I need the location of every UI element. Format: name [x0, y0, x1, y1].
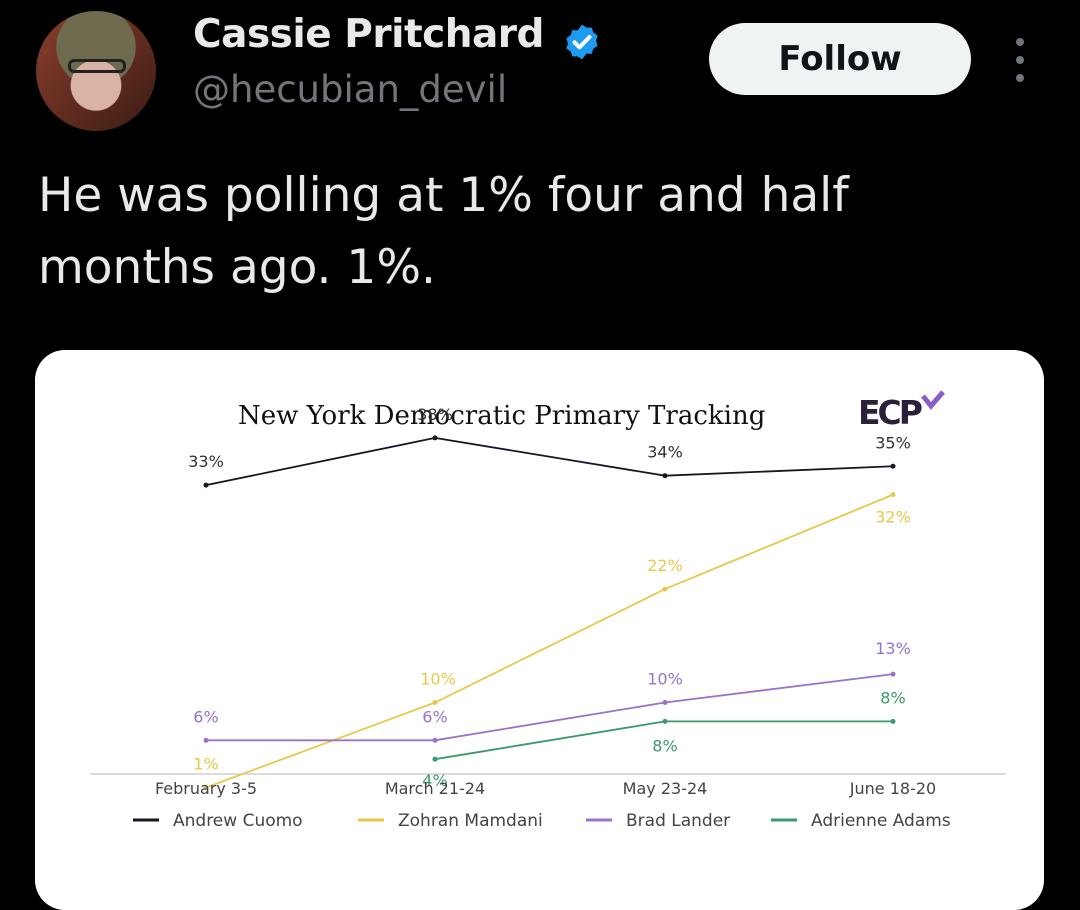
data-label-adrienne-adams: 8% [880, 688, 905, 707]
logo-check-mark [921, 390, 945, 410]
data-label-andrew-cuomo: 35% [875, 433, 911, 452]
data-point-brad-lander [432, 737, 438, 743]
author-name[interactable]: Cassie Pritchard [193, 12, 544, 57]
series-line-brad-lander [206, 673, 894, 742]
data-label-andrew-cuomo: 33% [188, 452, 224, 471]
ecp-logo: ECP [858, 390, 945, 432]
avatar-glasses [68, 59, 126, 73]
series-line-andrew-cuomo [205, 436, 894, 487]
legend-label-zohran-mamdani: Zohran Mamdani [398, 811, 543, 831]
data-label-andrew-cuomo: 34% [647, 443, 683, 462]
data-label-brad-lander: 6% [193, 707, 218, 726]
data-label-andrew-cuomo: 38% [417, 405, 453, 424]
legend-label-adrienne-adams: Adrienne Adams [811, 811, 951, 831]
data-point-andrew-cuomo [203, 482, 209, 488]
data-point-zohran-mamdani [662, 586, 668, 592]
data-point-brad-lander [662, 700, 668, 705]
data-point-adrienne-adams [662, 718, 668, 724]
series-line-zohran-mamdani [205, 493, 894, 789]
x-tick-label: March 21-24 [385, 779, 485, 798]
data-point-adrienne-adams [890, 718, 896, 724]
data-label-brad-lander: 6% [422, 707, 447, 726]
legend-label-andrew-cuomo: Andrew Cuomo [173, 811, 303, 831]
legend-label-brad-lander: Brad Lander [626, 811, 730, 831]
dot [1016, 56, 1024, 64]
data-point-andrew-cuomo [890, 463, 896, 469]
dot [1016, 74, 1024, 82]
data-point-andrew-cuomo [432, 435, 438, 441]
data-label-zohran-mamdani: 32% [875, 508, 911, 527]
poll-chart: New York Democratic Primary Tracking ECP… [90, 390, 1006, 831]
data-point-zohran-mamdani [890, 492, 896, 498]
data-point-zohran-mamdani [203, 785, 209, 791]
x-tick-label: May 23-24 [623, 779, 708, 798]
x-tick-label: February 3-5 [155, 779, 257, 798]
data-point-brad-lander [890, 671, 896, 677]
data-label-zohran-mamdani: 10% [420, 670, 456, 689]
chart-image-card[interactable]: New York Democratic Primary Tracking ECP… [35, 350, 1044, 910]
data-label-brad-lander: 13% [875, 639, 911, 658]
data-label-zohran-mamdani: 1% [193, 755, 218, 774]
data-label-brad-lander: 10% [647, 670, 683, 689]
x-tick-label: June 18-20 [849, 779, 936, 798]
data-label-adrienne-adams: 4% [422, 771, 447, 790]
author-handle[interactable]: @hecubian_devil [193, 68, 508, 111]
tweet-text: He was polling at 1% four and half month… [38, 168, 849, 295]
chart-title: New York Democratic Primary Tracking [238, 401, 765, 431]
data-point-adrienne-adams [432, 756, 438, 762]
verified-badge-icon [566, 24, 598, 60]
follow-button[interactable]: Follow [709, 23, 971, 95]
data-point-andrew-cuomo [662, 473, 668, 479]
data-label-zohran-mamdani: 22% [647, 556, 683, 575]
ecp-logo-text: ECP [858, 393, 922, 432]
data-point-brad-lander [203, 737, 209, 743]
author-avatar[interactable] [36, 11, 156, 131]
data-point-zohran-mamdani [432, 700, 438, 705]
more-options-icon[interactable] [1008, 38, 1032, 82]
data-label-adrienne-adams: 8% [652, 736, 677, 755]
dot [1016, 38, 1024, 46]
